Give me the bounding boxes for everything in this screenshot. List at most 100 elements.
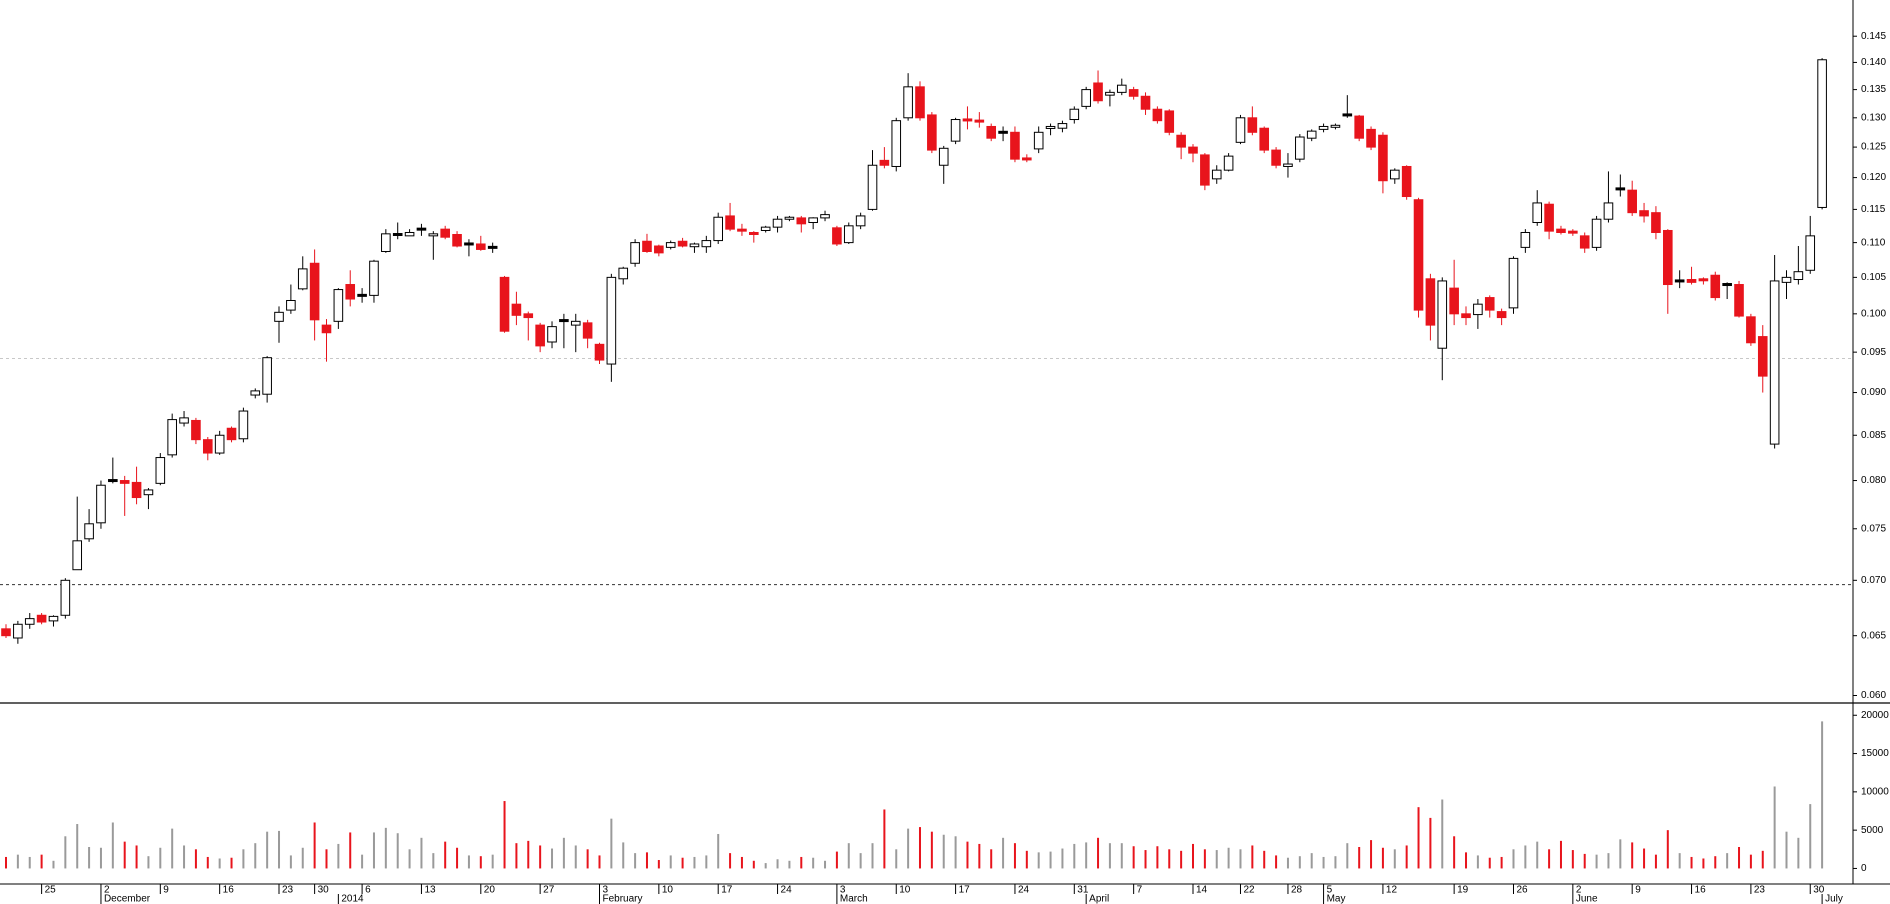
month-label: 2014 [341,894,364,904]
volume-bar [1393,849,1396,869]
volume-bar [598,855,601,869]
candle-body [464,242,474,246]
candle-body [1556,228,1566,233]
candle-body [1579,235,1590,249]
volume-bar [1678,853,1681,869]
candle-body [1152,108,1163,122]
volume-bar [978,843,981,869]
volume-bar [1192,843,1194,869]
x-tick-label: 10 [899,885,911,896]
volume-bar [1370,840,1373,869]
candle-body [1532,202,1543,224]
volume-bar [562,837,565,869]
volume-bar [1512,849,1515,869]
x-tick-label: 16 [1695,885,1707,896]
candle-body [1425,278,1436,326]
candle-body [1817,59,1827,208]
candle-body [737,228,747,232]
x-tick-label: 24 [781,885,793,896]
candle-body [48,615,59,622]
candle-body [867,164,878,210]
candle-body [1389,169,1400,180]
candle-body [1176,134,1186,148]
volume-bar [527,840,530,869]
candle-body [1401,165,1412,198]
x-tick-label: 17 [959,885,971,896]
volume-bar [1381,847,1384,869]
candle-body [1686,279,1697,283]
volume-bar [657,860,660,869]
volume-bar [1227,847,1230,869]
volume-bar [1263,850,1266,869]
y-tick-label: 0.060 [1861,690,1886,701]
candle-body [179,417,189,424]
candle-body [879,159,890,166]
candle-body [535,324,545,347]
candle-body [262,357,272,395]
volume-bar [1761,850,1764,869]
volume-bar [1773,786,1776,869]
candle-body [1271,149,1281,166]
candle-body [36,614,47,623]
volume-bar [1405,845,1408,869]
volume-bar [1690,856,1693,869]
volume-bar [1251,845,1254,869]
y-tick-label: 0.085 [1861,430,1886,441]
volume-bar [669,855,672,869]
x-tick-label: 5 [1327,885,1333,896]
volume-bar [1797,837,1800,869]
volume-bar [218,858,221,869]
volume-bar [230,857,233,869]
candle-body [891,120,902,167]
candle-body [1663,229,1673,286]
volume-tick-label: 5000 [1861,825,1884,836]
volume-bar [1061,848,1064,869]
candle-body [962,118,973,122]
volume-bar [1465,852,1468,869]
candle-body [903,86,913,119]
candle-body [369,260,379,296]
volume-bar [289,855,292,869]
candle-body [357,293,367,297]
candle-body [1508,257,1519,309]
volume-bar [1132,846,1135,869]
candle-body [677,240,688,247]
candle-body [321,324,332,334]
volume-bar [123,841,126,869]
volume-bar [1215,850,1218,869]
volume-bar [1429,817,1432,869]
month-label: March [840,894,868,904]
candle-body [1033,131,1044,150]
volume-bar [1453,836,1456,869]
candle-body [784,216,795,220]
candle-body [1615,187,1626,191]
candle-body [1674,279,1685,283]
candle-body [167,419,177,456]
candle-body [274,311,284,322]
candle-body [1544,203,1554,232]
volume-bar [1025,850,1028,869]
volume-bar [883,809,886,869]
volume-tick-label: 10000 [1861,786,1889,797]
volume-bar [147,856,150,869]
volume-bar [1476,855,1479,869]
candle-body [1081,89,1091,107]
volume-bar [40,854,43,869]
volume-bar [5,856,7,869]
volume-bar [1726,853,1729,869]
y-tick-label: 0.135 [1861,84,1886,95]
volume-bar [1571,850,1574,869]
volume-bar [337,843,340,869]
candle-body [760,226,771,231]
candle-body [1354,115,1364,139]
candle-body [191,419,201,441]
candle-body [1496,311,1507,319]
x-tick-label: 23 [282,885,294,896]
candle-body [1010,131,1020,160]
candle-body [1781,276,1792,283]
x-tick-label: 2 [1576,885,1582,896]
candle-body [428,233,439,237]
candle-body [476,243,486,250]
candle-body [1116,84,1127,93]
